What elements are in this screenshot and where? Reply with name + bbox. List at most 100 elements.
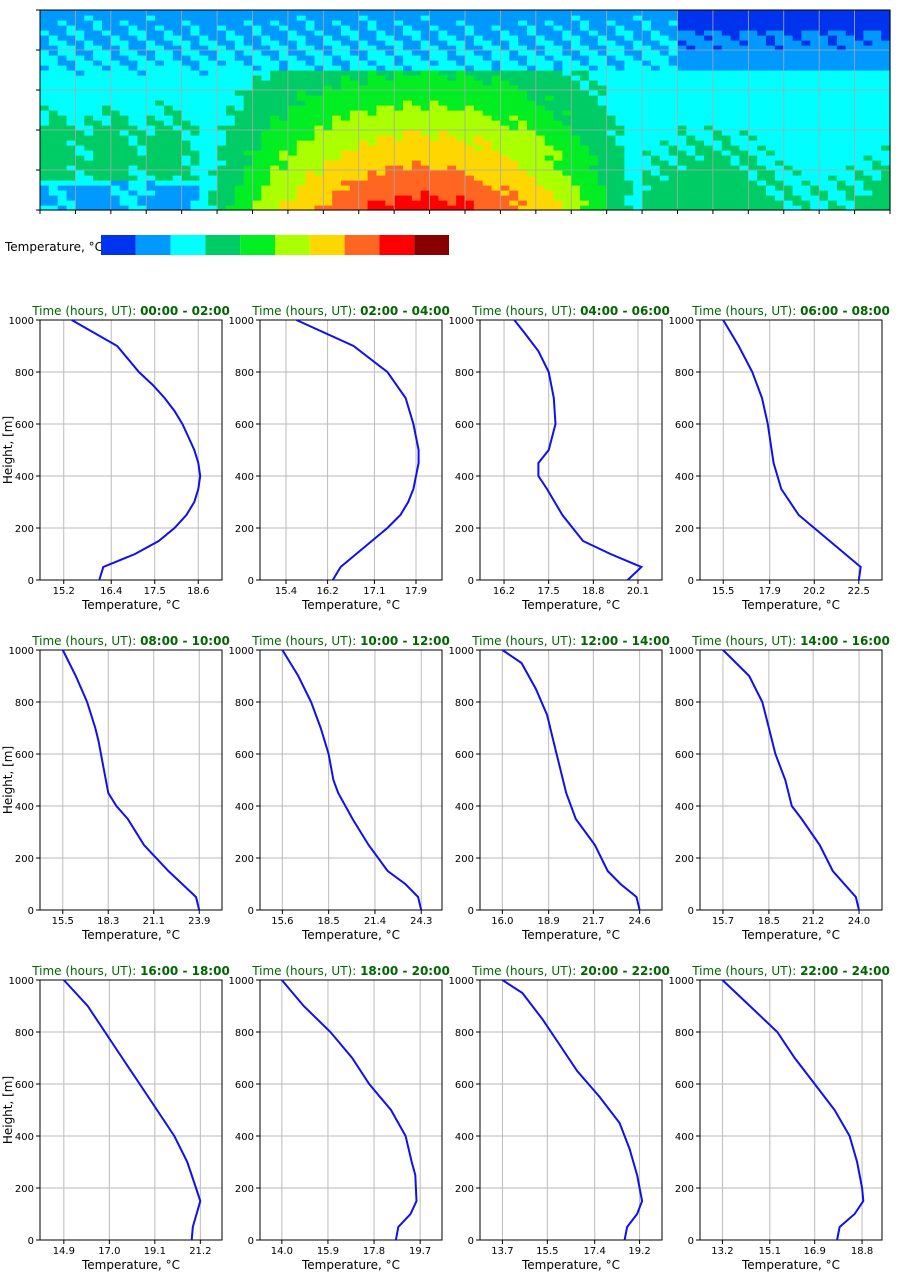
heatmap-cell xyxy=(854,110,865,116)
heatmap-cell xyxy=(881,80,891,86)
heatmap-cell xyxy=(863,55,873,61)
heatmap-cell xyxy=(146,45,156,51)
heatmap-cell xyxy=(783,140,794,146)
heatmap-cell xyxy=(836,95,847,101)
heatmap-cell xyxy=(146,50,156,56)
heatmap-cell xyxy=(615,195,625,201)
heatmap-cell xyxy=(863,180,873,186)
heatmap-cell xyxy=(270,125,280,131)
heatmap-cell xyxy=(491,100,502,106)
heatmap-cell xyxy=(429,85,440,91)
heatmap-cell xyxy=(854,125,865,131)
heatmap-cell xyxy=(367,190,378,196)
heatmap-cell xyxy=(411,200,422,206)
heatmap-cell xyxy=(473,10,484,16)
profile-y-tick-label: 200 xyxy=(675,524,694,535)
profile-title-range: 08:00 - 10:00 xyxy=(140,634,230,648)
heatmap-cell xyxy=(828,50,838,56)
heatmap-cell xyxy=(783,40,794,46)
heatmap-cell xyxy=(199,160,209,166)
heatmap-cell xyxy=(376,55,386,61)
heatmap-cell xyxy=(261,125,271,131)
heatmap-cell xyxy=(668,75,679,81)
heatmap-cell xyxy=(757,205,767,211)
heatmap-cell xyxy=(261,140,271,146)
heatmap-cell xyxy=(500,160,510,166)
heatmap-cell xyxy=(341,110,351,116)
heatmap-cell xyxy=(349,205,360,211)
heatmap-cell xyxy=(588,80,599,86)
heatmap-cell xyxy=(341,95,351,101)
heatmap-cell xyxy=(234,155,245,161)
heatmap-cell xyxy=(836,40,847,46)
heatmap-cell xyxy=(828,85,838,91)
heatmap-cell xyxy=(465,155,475,161)
heatmap-cell xyxy=(137,80,147,86)
heatmap-cell xyxy=(854,105,865,111)
heatmap-cell xyxy=(597,60,608,66)
heatmap-cell xyxy=(491,135,502,141)
heatmap-cell xyxy=(606,80,617,86)
heatmap-cell xyxy=(828,10,838,16)
profile-y-tick-label: 200 xyxy=(15,524,34,535)
heatmap-cell xyxy=(836,15,847,21)
heatmap-cell xyxy=(553,165,563,171)
heatmap-cell xyxy=(172,155,183,161)
heatmap-cell xyxy=(411,95,422,101)
heatmap-cell xyxy=(93,90,103,96)
heatmap-cell xyxy=(465,45,475,51)
heatmap-cell xyxy=(535,15,546,21)
heatmap-cell xyxy=(93,170,103,176)
heatmap-cell xyxy=(199,125,209,131)
heatmap-cell xyxy=(642,60,652,66)
heatmap-cell xyxy=(279,110,289,116)
heatmap-cell xyxy=(403,115,413,121)
heatmap-cell xyxy=(500,205,510,211)
heatmap-cell xyxy=(429,185,440,191)
heatmap-cell xyxy=(712,185,723,191)
heatmap-cell xyxy=(863,35,873,41)
profile-y-tick-label: 1000 xyxy=(229,646,254,657)
heatmap-cell xyxy=(757,140,767,146)
heatmap-cell xyxy=(704,35,714,41)
heatmap-cell xyxy=(403,50,413,56)
heatmap-cell xyxy=(509,125,519,131)
heatmap-cell xyxy=(553,200,563,206)
heatmap-cell xyxy=(190,170,200,176)
heatmap-cell xyxy=(482,190,493,196)
heatmap-cell xyxy=(48,45,59,51)
heatmap-cell xyxy=(624,65,634,71)
heatmap-cell xyxy=(739,170,749,176)
heatmap-cell xyxy=(774,175,785,181)
profile-y-tick-label: 400 xyxy=(675,472,694,483)
heatmap-cell xyxy=(659,50,670,56)
heatmap-cell xyxy=(836,80,847,86)
heatmap-cell xyxy=(279,75,289,81)
heatmap-cell xyxy=(819,140,829,146)
heatmap-cell xyxy=(146,85,156,91)
heatmap-cell xyxy=(757,145,767,151)
heatmap-cell xyxy=(544,30,555,36)
heatmap-cell xyxy=(181,120,192,126)
heatmap-cell xyxy=(279,170,289,176)
heatmap-cell xyxy=(261,195,271,201)
heatmap-cell xyxy=(624,90,634,96)
heatmap-cell xyxy=(252,50,262,56)
heatmap-cell xyxy=(163,140,174,146)
heatmap-cell xyxy=(261,135,271,141)
heatmap-cell xyxy=(650,205,661,211)
heatmap-cell xyxy=(243,110,254,116)
heatmap-cell xyxy=(341,140,351,146)
heatmap-cell xyxy=(712,20,723,26)
heatmap-cell xyxy=(243,100,254,106)
heatmap-cell xyxy=(509,70,519,76)
heatmap-cell xyxy=(872,135,882,141)
heatmap-cell xyxy=(518,150,528,156)
heatmap-cell xyxy=(553,50,563,56)
heatmap-cell xyxy=(411,80,422,86)
heatmap-cell xyxy=(571,95,581,101)
heatmap-cell xyxy=(438,85,448,91)
heatmap-cell xyxy=(287,20,298,26)
heatmap-cell xyxy=(748,135,758,141)
